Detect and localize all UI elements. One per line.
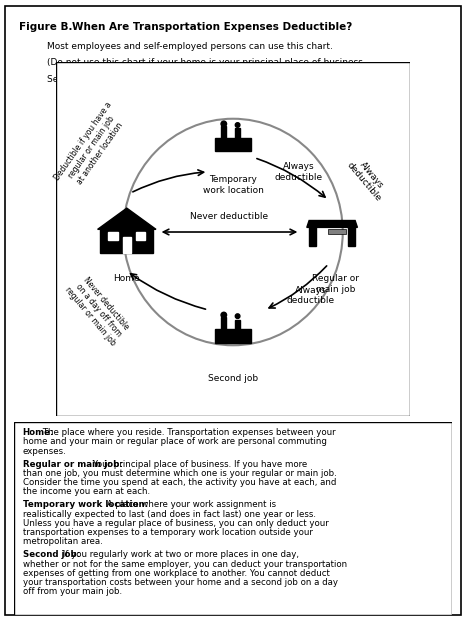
Polygon shape: [235, 320, 240, 329]
Text: Regular or main job:: Regular or main job:: [23, 460, 123, 469]
Text: Always
deductible: Always deductible: [345, 154, 391, 204]
Polygon shape: [215, 329, 251, 343]
Text: Your principal place of business. If you have more: Your principal place of business. If you…: [90, 460, 308, 469]
Text: Second job:: Second job:: [23, 550, 80, 560]
Text: When Are Transportation Expenses Deductible?: When Are Transportation Expenses Deducti…: [72, 22, 352, 32]
Text: If you regularly work at two or more places in one day,: If you regularly work at two or more pla…: [60, 550, 299, 560]
Polygon shape: [348, 227, 355, 246]
Polygon shape: [221, 126, 226, 138]
Polygon shape: [123, 237, 131, 253]
Text: Always
deductible: Always deductible: [287, 286, 335, 306]
Text: home and your main or regular place of work are personal commuting: home and your main or regular place of w…: [23, 437, 327, 446]
Text: Most employees and self-employed persons can use this chart.: Most employees and self-employed persons…: [47, 42, 332, 51]
Text: realistically expected to last (and does in fact last) one year or less.: realistically expected to last (and does…: [23, 510, 316, 519]
Polygon shape: [215, 138, 251, 152]
Text: Temporary work location:: Temporary work location:: [23, 501, 148, 509]
Polygon shape: [100, 229, 153, 253]
Polygon shape: [97, 208, 156, 229]
Text: Home: Home: [114, 274, 140, 283]
Text: The place where you reside. Transportation expenses between your: The place where you reside. Transportati…: [40, 428, 335, 437]
Text: (Do not use this chart if your home is your principal place of business.: (Do not use this chart if your home is y…: [47, 58, 365, 67]
Polygon shape: [309, 227, 316, 246]
Text: the income you earn at each.: the income you earn at each.: [23, 487, 150, 496]
Polygon shape: [136, 232, 145, 240]
Circle shape: [221, 121, 226, 127]
Text: expenses.: expenses.: [23, 446, 67, 456]
Text: transportation expenses to a temporary work location outside your: transportation expenses to a temporary w…: [23, 528, 313, 537]
Text: than one job, you must determine which one is your regular or main job.: than one job, you must determine which o…: [23, 469, 336, 478]
Text: Always
deductible: Always deductible: [274, 162, 322, 181]
Text: Unless you have a regular place of business, you can only deduct your: Unless you have a regular place of busin…: [23, 519, 329, 528]
Polygon shape: [307, 220, 357, 227]
FancyBboxPatch shape: [5, 6, 461, 615]
Circle shape: [221, 312, 226, 318]
Text: See Office in the home.): See Office in the home.): [47, 75, 157, 83]
Text: whether or not for the same employer, you can deduct your transportation: whether or not for the same employer, yo…: [23, 560, 347, 569]
Text: off from your main job.: off from your main job.: [23, 587, 122, 596]
Text: Never deductible: Never deductible: [191, 212, 268, 221]
Text: Temporary
work location: Temporary work location: [203, 175, 263, 195]
Polygon shape: [108, 232, 117, 240]
Text: Deductible if you have a
regular or main job
at another location: Deductible if you have a regular or main…: [52, 100, 130, 194]
Circle shape: [235, 314, 240, 319]
FancyBboxPatch shape: [56, 62, 410, 416]
Text: Second job: Second job: [208, 374, 258, 383]
Text: Home:: Home:: [23, 428, 54, 437]
Circle shape: [235, 123, 240, 127]
Text: Never deductible
on a day off from
regular or main job: Never deductible on a day off from regul…: [63, 272, 134, 348]
FancyBboxPatch shape: [14, 422, 452, 615]
Polygon shape: [235, 129, 240, 138]
Text: your transportation costs between your home and a second job on a day: your transportation costs between your h…: [23, 578, 338, 587]
Text: A place where your work assignment is: A place where your work assignment is: [104, 501, 276, 509]
Polygon shape: [328, 229, 346, 234]
Text: Consider the time you spend at each, the activity you have at each, and: Consider the time you spend at each, the…: [23, 478, 336, 487]
Polygon shape: [221, 317, 226, 329]
Text: Regular or
main job: Regular or main job: [312, 274, 359, 294]
Text: Figure B.: Figure B.: [19, 22, 79, 32]
Text: metropolitan area.: metropolitan area.: [23, 537, 103, 546]
Text: expenses of getting from one workplace to another. You cannot deduct: expenses of getting from one workplace t…: [23, 569, 329, 578]
